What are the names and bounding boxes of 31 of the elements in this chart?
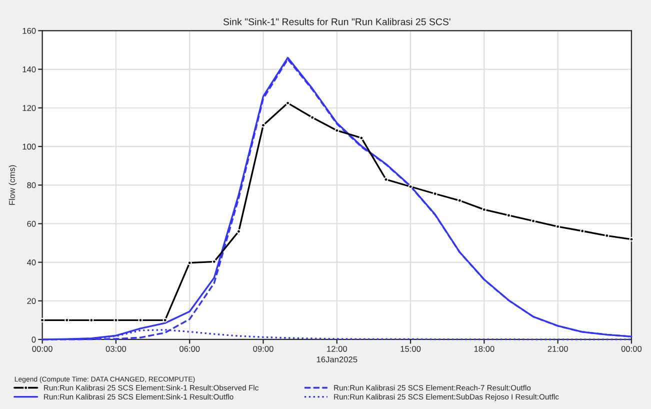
- y-tick-label: 0: [32, 336, 36, 343]
- point: [629, 237, 634, 242]
- x-tick-label: 12:00: [327, 346, 347, 352]
- point: [114, 318, 118, 322]
- y-axis-title: Flow (cms): [8, 165, 17, 205]
- point: [556, 224, 560, 229]
- y-tick-label: 20: [27, 298, 36, 304]
- point: [334, 128, 340, 133]
- y-tick-label: 80: [27, 182, 36, 188]
- point: [482, 207, 486, 212]
- y-tick-label: 100: [22, 144, 36, 150]
- point: [162, 318, 168, 322]
- x-tick-label: 09:00: [253, 346, 274, 352]
- x-tick-label: 21:00: [548, 346, 568, 352]
- y-tick-label: 140: [22, 66, 36, 72]
- x-tick-label: 15:00: [400, 346, 421, 352]
- chart-title: Sink "Sink-1" Results for Run "Run Kalibrasi 25 SCS': [223, 18, 450, 26]
- y-tick-label: 160: [22, 28, 36, 34]
- x-tick-label: 18:00: [474, 346, 494, 352]
- point: [310, 115, 315, 120]
- x-tick-label: 00:00: [32, 346, 52, 352]
- y-tick-label: 120: [22, 105, 36, 111]
- x-tick-label: 03:00: [106, 346, 126, 352]
- y-tick-label: 40: [26, 259, 36, 266]
- y-tick-label: 60: [27, 220, 36, 227]
- x-axis-title: 16Jan2025: [316, 356, 358, 362]
- x-tick-label: 00:00: [621, 346, 642, 352]
- point: [40, 318, 45, 322]
- point: [187, 260, 192, 266]
- point: [408, 184, 413, 189]
- x-tick-label: 06:00: [180, 346, 200, 352]
